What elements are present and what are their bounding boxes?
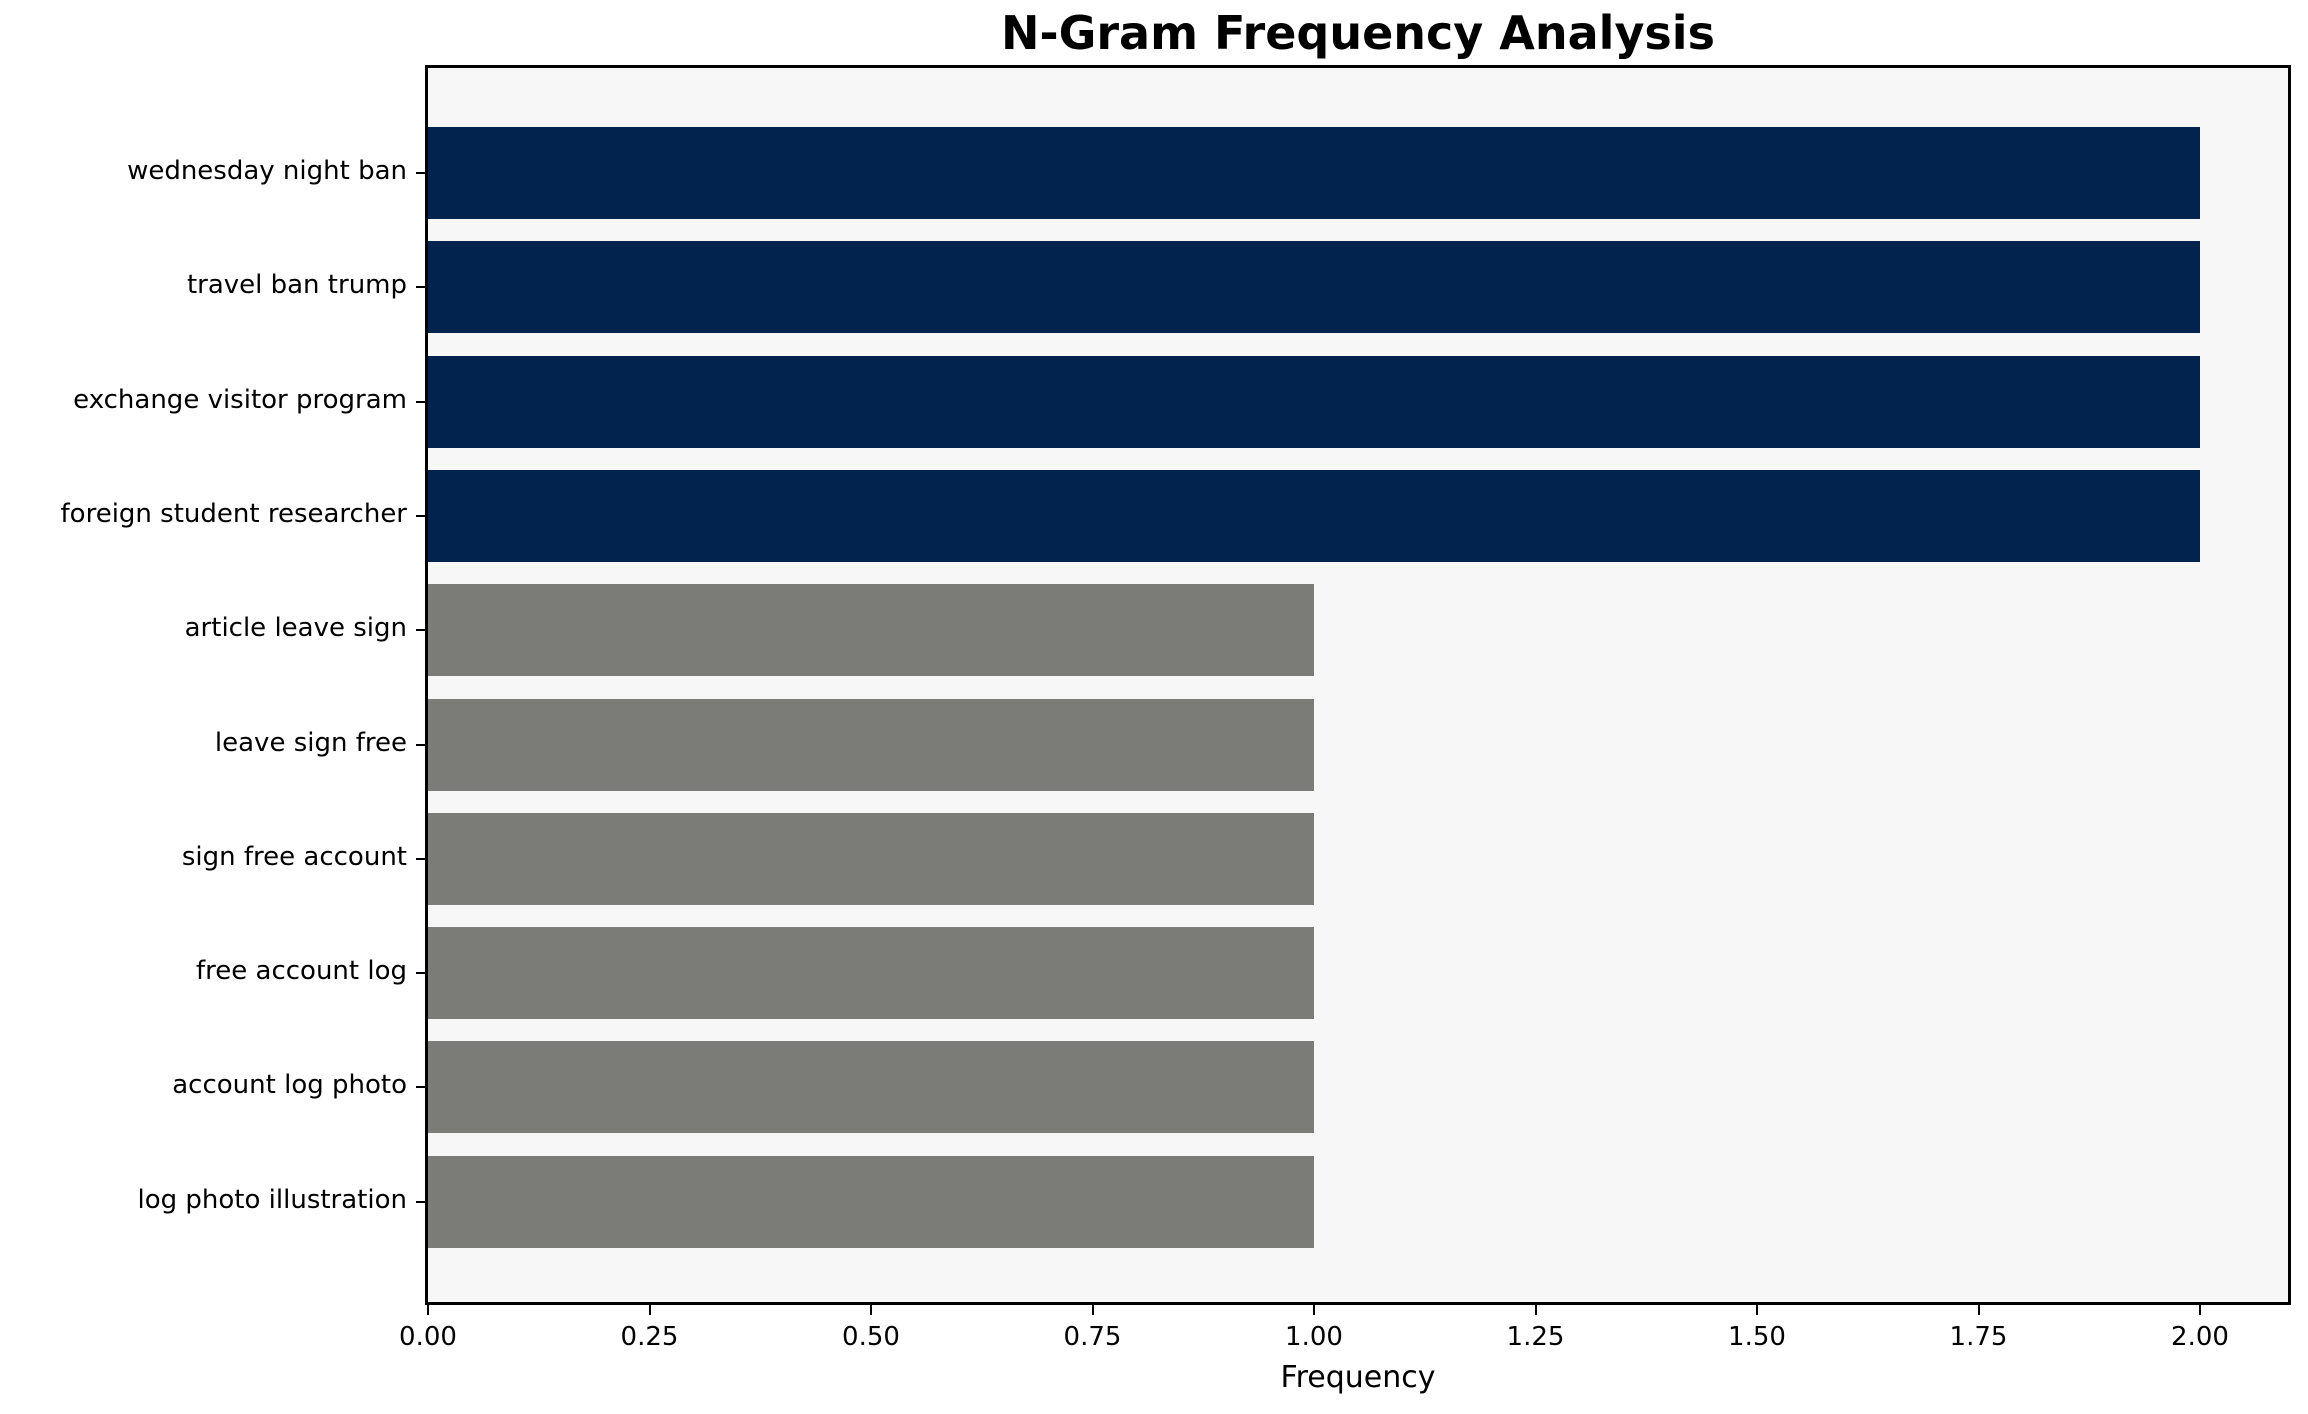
bar-article-leave-sign bbox=[428, 584, 1314, 677]
x-tick-mark bbox=[1313, 1305, 1315, 1315]
y-tick-mark bbox=[416, 857, 425, 860]
y-axis-category-label: travel ban trump bbox=[186, 270, 407, 301]
y-axis-category-label: sign free account bbox=[181, 841, 407, 872]
bar-log-photo-illustration bbox=[428, 1155, 1314, 1248]
y-tick-mark bbox=[416, 1200, 425, 1203]
y-tick-mark bbox=[416, 629, 425, 632]
x-tick-mark bbox=[427, 1305, 429, 1315]
y-tick-mark bbox=[416, 1086, 425, 1089]
x-tick-label: 1.75 bbox=[1949, 1322, 2008, 1352]
x-tick-mark bbox=[648, 1305, 651, 1315]
y-axis-category-label: free account log bbox=[195, 956, 407, 987]
bar-account-log-photo bbox=[428, 1041, 1314, 1134]
x-tick-mark bbox=[1091, 1305, 1094, 1315]
y-tick-mark bbox=[416, 972, 425, 975]
x-tick-label: 0.25 bbox=[620, 1322, 679, 1352]
y-axis-category-label: account log photo bbox=[172, 1070, 407, 1101]
y-axis-category-label: foreign student researcher bbox=[60, 498, 407, 529]
y-axis-category-label: leave sign free bbox=[214, 727, 407, 758]
y-tick-mark bbox=[416, 172, 425, 174]
bar-leave-sign-free bbox=[428, 698, 1314, 791]
bar-sign-free-account bbox=[428, 812, 1314, 905]
x-tick-mark bbox=[870, 1305, 872, 1315]
bar-foreign-student-researcher bbox=[428, 469, 2200, 562]
x-tick-label: 0.00 bbox=[399, 1322, 457, 1352]
x-tick-mark bbox=[2199, 1305, 2201, 1315]
x-tick-mark bbox=[1977, 1305, 1980, 1315]
bar-wednesday-night-ban bbox=[428, 127, 2200, 219]
x-tick-mark bbox=[1756, 1305, 1758, 1315]
plot-area bbox=[425, 65, 2291, 1305]
y-axis-category-label: log photo illustration bbox=[137, 1184, 407, 1215]
x-tick-label: 1.00 bbox=[1285, 1322, 1343, 1352]
y-axis-category-label: article leave sign bbox=[184, 613, 407, 644]
bar-free-account-log bbox=[428, 927, 1314, 1020]
y-tick-mark bbox=[416, 743, 425, 746]
x-tick-label: 0.75 bbox=[1063, 1322, 1122, 1352]
x-tick-label: 1.25 bbox=[1506, 1322, 1565, 1352]
x-tick-label: 1.50 bbox=[1728, 1322, 1786, 1352]
x-tick-mark bbox=[1534, 1305, 1537, 1315]
y-tick-mark bbox=[416, 286, 425, 289]
y-tick-mark bbox=[416, 400, 425, 403]
y-tick-mark bbox=[416, 514, 425, 517]
y-axis-category-label: exchange visitor program bbox=[73, 384, 407, 415]
x-tick-label: 0.50 bbox=[842, 1322, 900, 1352]
y-axis-category-label: wednesday night ban bbox=[127, 156, 407, 186]
x-axis-label: Frequency bbox=[1280, 1360, 1436, 1395]
chart-title: N-Gram Frequency Analysis bbox=[1001, 6, 1715, 60]
bar-travel-ban-trump bbox=[428, 241, 2200, 334]
bar-exchange-visitor-program bbox=[428, 355, 2200, 448]
x-tick-label: 2.00 bbox=[2171, 1322, 2229, 1352]
